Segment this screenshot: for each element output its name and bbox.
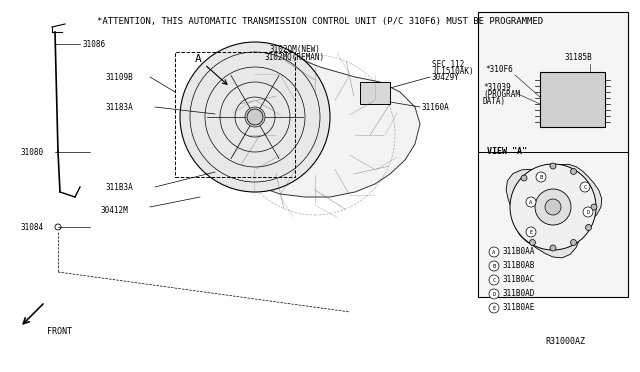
- Text: 311B0AD: 311B0AD: [503, 289, 536, 298]
- Text: *ATTENTION, THIS AUTOMATIC TRANSMISSION CONTROL UNIT (P/C 310F6) MUST BE PROGRAM: *ATTENTION, THIS AUTOMATIC TRANSMISSION …: [97, 17, 543, 26]
- Circle shape: [521, 175, 527, 181]
- Text: R31000AZ: R31000AZ: [545, 337, 585, 346]
- Polygon shape: [506, 164, 602, 258]
- Circle shape: [583, 207, 593, 217]
- Text: (L1510AK): (L1510AK): [432, 67, 474, 76]
- Text: A: A: [529, 199, 532, 205]
- Text: 311B0AB: 311B0AB: [503, 262, 536, 270]
- Bar: [540, 72, 605, 127]
- Text: 311B3A: 311B3A: [105, 183, 132, 192]
- Circle shape: [180, 42, 330, 192]
- Text: B: B: [540, 174, 543, 180]
- Text: FRONT: FRONT: [47, 327, 72, 336]
- Circle shape: [545, 199, 561, 215]
- Circle shape: [526, 227, 536, 237]
- Text: E: E: [529, 230, 532, 234]
- Text: D: D: [586, 209, 589, 215]
- Circle shape: [580, 182, 590, 192]
- Circle shape: [489, 303, 499, 313]
- Circle shape: [247, 109, 263, 125]
- Text: 31185B: 31185B: [565, 53, 593, 62]
- Text: 3102MQ(REMAN): 3102MQ(REMAN): [265, 53, 325, 62]
- Text: VIEW "A": VIEW "A": [487, 147, 527, 156]
- Text: C: C: [492, 278, 495, 282]
- Text: 311B0AC: 311B0AC: [503, 276, 536, 285]
- Text: 30429Y: 30429Y: [432, 73, 460, 81]
- Circle shape: [536, 172, 546, 182]
- Circle shape: [489, 275, 499, 285]
- PathPatch shape: [215, 54, 420, 197]
- Circle shape: [489, 261, 499, 271]
- Text: DATA): DATA): [483, 97, 506, 106]
- Text: 31109B: 31109B: [105, 73, 132, 81]
- Bar: [478, 12, 628, 297]
- Text: *310F6: *310F6: [485, 65, 513, 74]
- Text: A: A: [492, 250, 495, 254]
- Text: 31084: 31084: [20, 222, 43, 231]
- Text: 30412M: 30412M: [100, 205, 128, 215]
- Text: 31183A: 31183A: [105, 103, 132, 112]
- Text: E: E: [492, 305, 495, 311]
- Text: B: B: [492, 263, 495, 269]
- Text: SEC 112: SEC 112: [432, 60, 465, 68]
- Circle shape: [510, 164, 596, 250]
- Circle shape: [535, 189, 571, 225]
- Circle shape: [570, 240, 577, 246]
- Text: *31039: *31039: [483, 83, 511, 92]
- Text: C: C: [584, 185, 587, 189]
- Circle shape: [489, 247, 499, 257]
- Text: 311B0AE: 311B0AE: [503, 304, 536, 312]
- Text: (PROGRAM: (PROGRAM: [483, 90, 520, 99]
- Text: 31086: 31086: [82, 39, 105, 48]
- Circle shape: [489, 289, 499, 299]
- Circle shape: [526, 197, 536, 207]
- Text: A: A: [195, 54, 227, 84]
- Circle shape: [570, 169, 577, 174]
- Text: 31080: 31080: [20, 148, 43, 157]
- Circle shape: [529, 240, 536, 246]
- Bar: [360, 82, 390, 104]
- Circle shape: [591, 204, 597, 210]
- Text: 311B0AA: 311B0AA: [503, 247, 536, 257]
- Circle shape: [586, 224, 591, 231]
- Circle shape: [550, 245, 556, 251]
- Text: D: D: [492, 292, 495, 296]
- Text: 31160A: 31160A: [422, 103, 450, 112]
- Circle shape: [550, 163, 556, 169]
- Text: 3102OM(NEW): 3102OM(NEW): [269, 45, 321, 54]
